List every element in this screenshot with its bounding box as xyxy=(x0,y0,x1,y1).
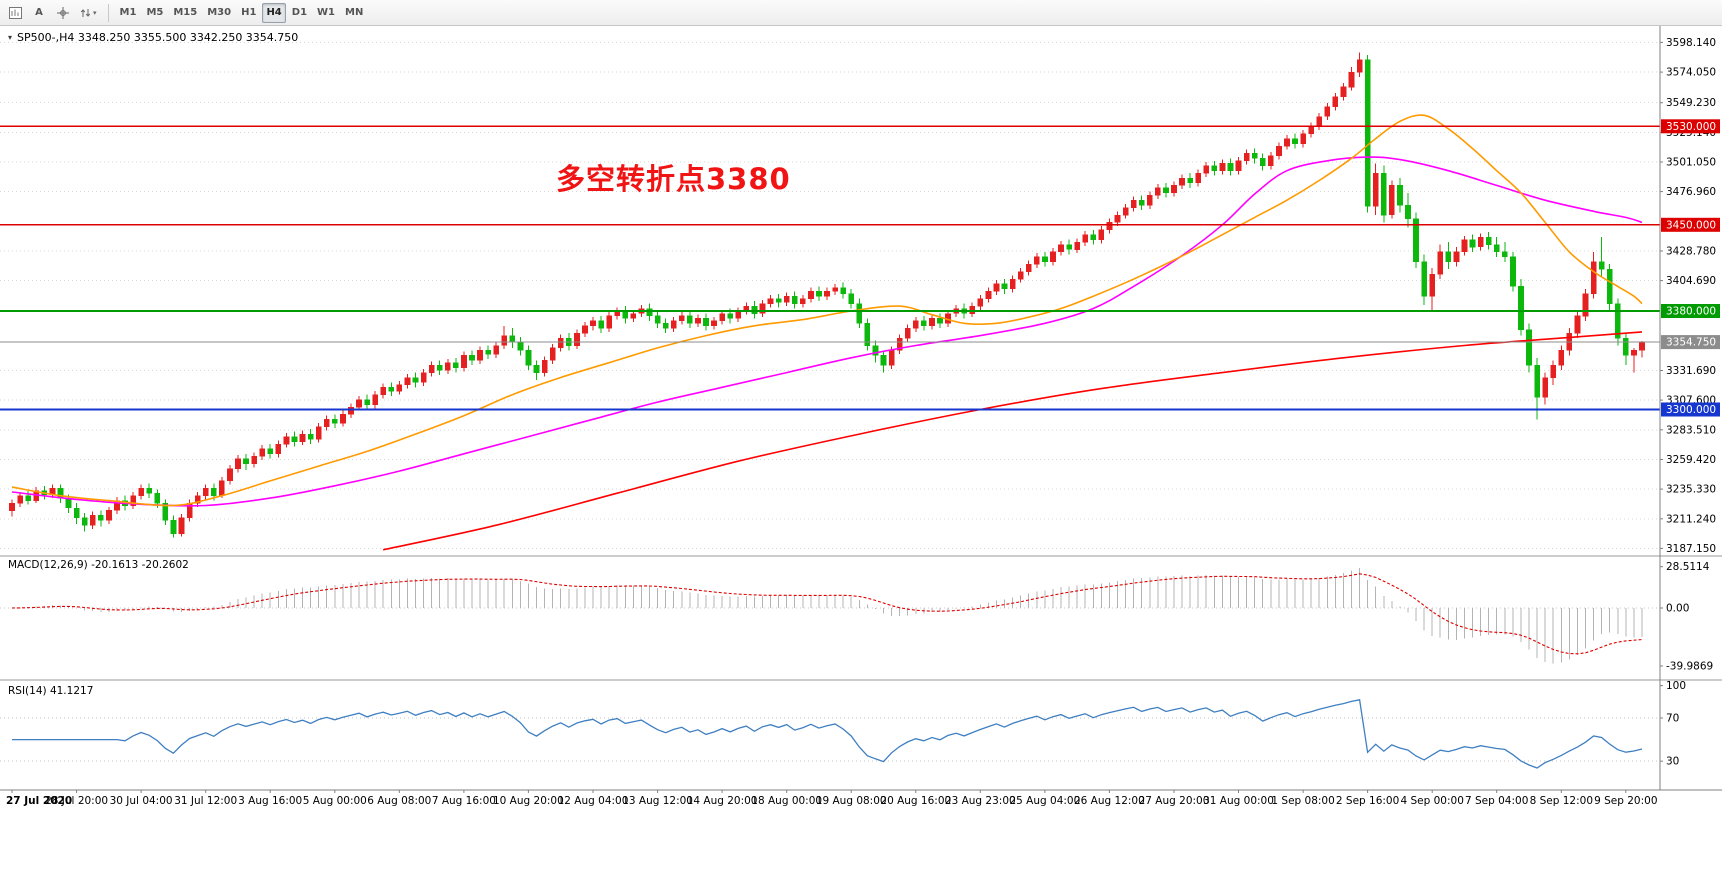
cycle-arrows-tool-icon[interactable]: ▾ xyxy=(76,3,101,23)
svg-text:5 Aug 00:00: 5 Aug 00:00 xyxy=(303,795,367,807)
toolbar: A ▾ M1 M5 M15 M30 H1 H4 D1 W1 MN xyxy=(0,0,1722,26)
toolbar-separator xyxy=(107,3,109,22)
svg-text:30: 30 xyxy=(1666,756,1679,768)
svg-text:-39.9869: -39.9869 xyxy=(1666,661,1713,673)
svg-text:9 Sep 20:00: 9 Sep 20:00 xyxy=(1594,795,1657,807)
chart-canvas[interactable]: 3598.1403574.0503549.2303525.1403501.050… xyxy=(0,26,1722,894)
svg-text:20 Aug 16:00: 20 Aug 16:00 xyxy=(880,795,951,807)
svg-text:3574.050: 3574.050 xyxy=(1666,67,1716,79)
svg-text:28 Jul 20:00: 28 Jul 20:00 xyxy=(45,795,108,807)
svg-text:3283.510: 3283.510 xyxy=(1666,424,1716,436)
svg-text:14 Aug 20:00: 14 Aug 20:00 xyxy=(687,795,758,807)
svg-text:26 Aug 12:00: 26 Aug 12:00 xyxy=(1074,795,1145,807)
current-price-tag xyxy=(1661,335,1720,350)
svg-text:3598.140: 3598.140 xyxy=(1666,37,1716,49)
svg-text:7 Aug 16:00: 7 Aug 16:00 xyxy=(432,795,496,807)
svg-text:7 Sep 04:00: 7 Sep 04:00 xyxy=(1465,795,1528,807)
svg-text:3211.240: 3211.240 xyxy=(1666,513,1716,525)
price-axis: 3598.1403574.0503549.2303525.1403501.050… xyxy=(1660,37,1720,768)
svg-text:8 Sep 12:00: 8 Sep 12:00 xyxy=(1530,795,1593,807)
timeframe-m5-button[interactable]: M5 xyxy=(142,3,167,23)
timeframe-w1-button[interactable]: W1 xyxy=(313,3,339,23)
horizontal-level-lines[interactable] xyxy=(0,125,1660,411)
svg-text:27 Aug 20:00: 27 Aug 20:00 xyxy=(1139,795,1210,807)
svg-text:13 Aug 12:00: 13 Aug 12:00 xyxy=(622,795,693,807)
svg-text:30 Jul 04:00: 30 Jul 04:00 xyxy=(110,795,173,807)
svg-text:3501.050: 3501.050 xyxy=(1666,157,1716,169)
svg-text:3300.000: 3300.000 xyxy=(1666,404,1716,416)
svg-text:3530.000: 3530.000 xyxy=(1666,121,1716,133)
up-down-arrows-icon xyxy=(80,8,91,17)
svg-text:3 Aug 16:00: 3 Aug 16:00 xyxy=(238,795,302,807)
rsi-line xyxy=(12,699,1643,769)
grid-chart-icon xyxy=(8,6,22,19)
ma-fast-line xyxy=(11,114,1643,507)
crosshair-tool-icon[interactable] xyxy=(52,3,74,23)
svg-text:3428.780: 3428.780 xyxy=(1666,246,1716,258)
chart-window-icon[interactable] xyxy=(4,3,26,23)
main-grid xyxy=(0,41,1660,549)
ma-mid-line xyxy=(11,156,1643,507)
svg-text:6 Aug 08:00: 6 Aug 08:00 xyxy=(367,795,431,807)
macd-histogram xyxy=(0,567,1660,664)
svg-text:3187.150: 3187.150 xyxy=(1666,543,1716,555)
svg-text:3259.420: 3259.420 xyxy=(1666,454,1716,466)
timeframe-h1-button[interactable]: H1 xyxy=(237,3,260,23)
svg-text:28.5114: 28.5114 xyxy=(1666,561,1710,573)
svg-text:25 Aug 04:00: 25 Aug 04:00 xyxy=(1009,795,1080,807)
timeframe-m30-button[interactable]: M30 xyxy=(203,3,235,23)
timeframe-h4-button[interactable]: H4 xyxy=(262,2,286,23)
rsi-levels xyxy=(0,717,1660,762)
crosshair-icon xyxy=(57,6,69,19)
svg-text:4 Sep 00:00: 4 Sep 00:00 xyxy=(1400,795,1463,807)
macd-signal-line xyxy=(11,573,1643,655)
svg-text:19 Aug 08:00: 19 Aug 08:00 xyxy=(816,795,887,807)
svg-text:31 Aug 00:00: 31 Aug 00:00 xyxy=(1203,795,1274,807)
timeframe-d1-button[interactable]: D1 xyxy=(288,3,311,23)
candles xyxy=(9,52,1645,538)
svg-text:23 Aug 23:00: 23 Aug 23:00 xyxy=(945,795,1016,807)
chart-area: 3598.1403574.0503549.2303525.1403501.050… xyxy=(0,26,1722,894)
svg-text:2 Sep 16:00: 2 Sep 16:00 xyxy=(1336,795,1399,807)
timeframe-m15-button[interactable]: M15 xyxy=(169,3,201,23)
svg-text:3235.330: 3235.330 xyxy=(1666,484,1716,496)
chevron-down-icon: ▾ xyxy=(93,8,97,17)
svg-text:1 Sep 08:00: 1 Sep 08:00 xyxy=(1271,795,1334,807)
svg-text:31 Jul 12:00: 31 Jul 12:00 xyxy=(174,795,237,807)
timeframe-mn-button[interactable]: MN xyxy=(341,3,367,23)
svg-text:3331.690: 3331.690 xyxy=(1666,365,1716,377)
svg-text:27 Jul 2020: 27 Jul 2020 xyxy=(6,795,72,807)
svg-text:12 Aug 04:00: 12 Aug 04:00 xyxy=(558,795,629,807)
svg-text:3354.750: 3354.750 xyxy=(1666,337,1716,349)
svg-text:70: 70 xyxy=(1666,713,1679,725)
svg-text:3380.000: 3380.000 xyxy=(1666,306,1716,318)
timeframe-m1-button[interactable]: M1 xyxy=(116,3,141,23)
svg-text:0.00: 0.00 xyxy=(1666,603,1689,615)
svg-text:3476.960: 3476.960 xyxy=(1666,186,1716,198)
cursor-tool-button[interactable]: A xyxy=(28,3,50,23)
pane-separators xyxy=(0,26,1722,791)
svg-text:18 Aug 00:00: 18 Aug 00:00 xyxy=(751,795,822,807)
ma-slow-line xyxy=(383,331,1643,551)
svg-text:3404.690: 3404.690 xyxy=(1666,275,1716,287)
svg-text:100: 100 xyxy=(1666,680,1686,692)
svg-text:10 Aug 20:00: 10 Aug 20:00 xyxy=(493,795,564,807)
svg-text:3549.230: 3549.230 xyxy=(1666,97,1716,109)
svg-text:3450.000: 3450.000 xyxy=(1666,219,1716,231)
